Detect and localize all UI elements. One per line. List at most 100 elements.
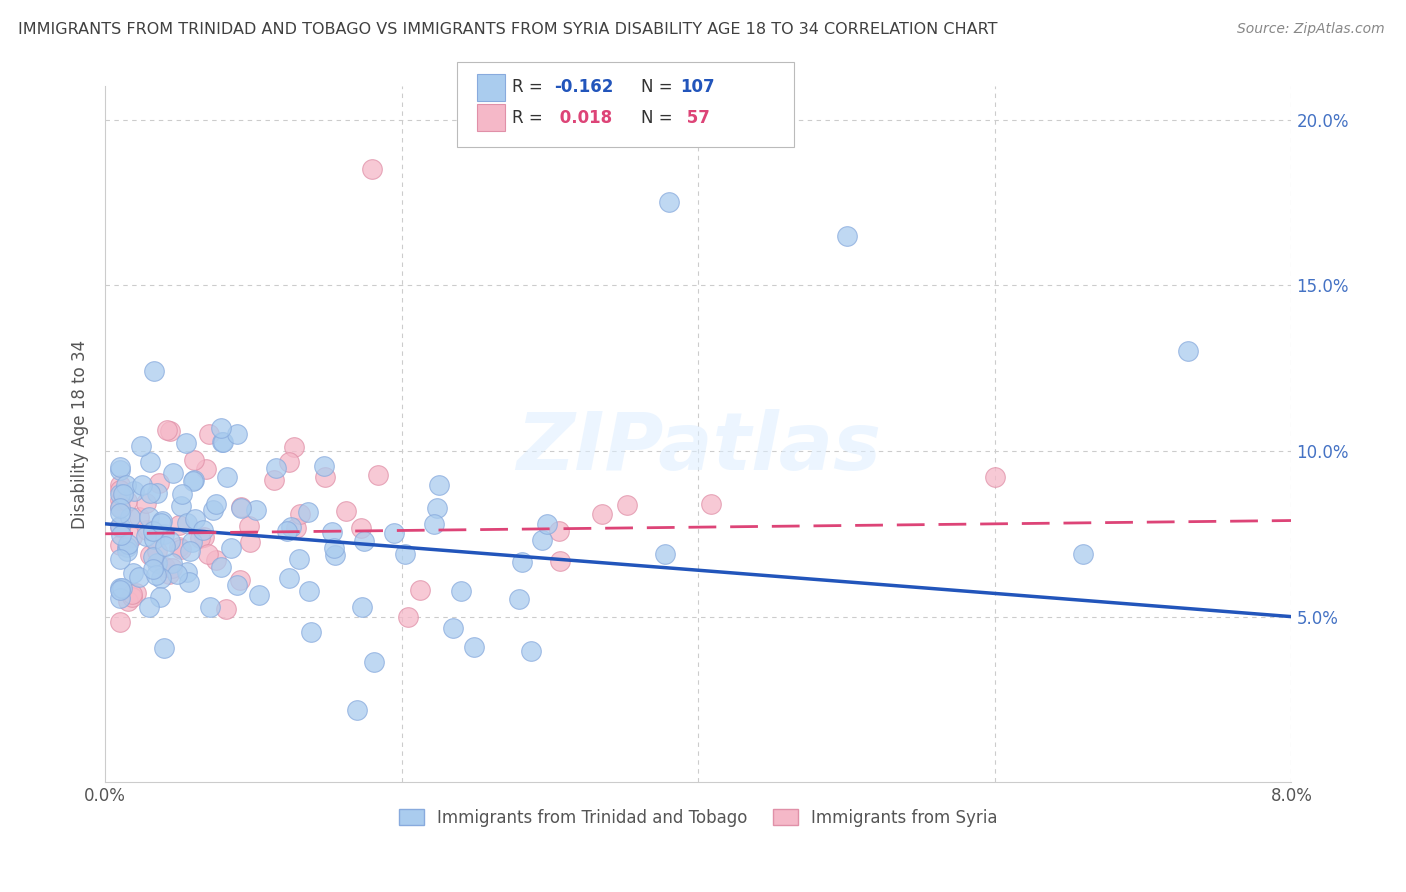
Point bbox=[191, 524, 214, 538]
Point bbox=[277, 571, 299, 585]
Point bbox=[121, 587, 143, 601]
Point bbox=[363, 655, 385, 669]
Point bbox=[108, 615, 131, 629]
Point bbox=[284, 521, 307, 535]
Point bbox=[148, 476, 170, 491]
Point bbox=[139, 455, 162, 469]
Point bbox=[548, 524, 571, 539]
Point bbox=[131, 477, 153, 491]
Point bbox=[188, 531, 211, 545]
Point bbox=[217, 469, 239, 483]
Point bbox=[159, 533, 181, 548]
Point bbox=[263, 474, 285, 488]
Point bbox=[205, 497, 228, 511]
Point bbox=[183, 473, 205, 487]
Point bbox=[283, 440, 305, 454]
Point bbox=[441, 621, 464, 635]
Text: R =: R = bbox=[512, 109, 548, 127]
Point bbox=[209, 421, 232, 435]
Point bbox=[146, 544, 169, 558]
Point bbox=[205, 553, 228, 567]
Point bbox=[290, 507, 312, 521]
Point bbox=[108, 591, 131, 605]
Point bbox=[335, 504, 357, 518]
Point bbox=[149, 516, 172, 531]
Point bbox=[117, 594, 139, 608]
Point bbox=[114, 478, 136, 492]
Point bbox=[367, 467, 389, 482]
Point bbox=[145, 556, 167, 570]
Point bbox=[181, 474, 204, 488]
Point bbox=[176, 566, 198, 580]
Text: 107: 107 bbox=[681, 78, 716, 96]
Text: -0.162: -0.162 bbox=[554, 78, 613, 96]
Point bbox=[108, 582, 131, 597]
Point bbox=[835, 228, 858, 243]
Point bbox=[280, 520, 302, 534]
Point bbox=[108, 552, 131, 566]
Point bbox=[422, 517, 444, 532]
Y-axis label: Disability Age 18 to 34: Disability Age 18 to 34 bbox=[72, 340, 89, 529]
Point bbox=[510, 555, 533, 569]
Point bbox=[145, 568, 167, 582]
Point bbox=[658, 195, 681, 210]
Point bbox=[179, 544, 201, 558]
Text: N =: N = bbox=[641, 109, 678, 127]
Point bbox=[183, 453, 205, 467]
Point bbox=[195, 462, 218, 476]
Point bbox=[1071, 547, 1094, 561]
Point bbox=[228, 573, 250, 587]
Point bbox=[159, 424, 181, 438]
Point bbox=[142, 561, 165, 575]
Point bbox=[700, 497, 723, 511]
Point bbox=[111, 582, 134, 596]
Point bbox=[108, 501, 131, 516]
Point bbox=[361, 162, 384, 177]
Point bbox=[427, 478, 450, 492]
Point bbox=[984, 470, 1007, 484]
Point bbox=[129, 439, 152, 453]
Point bbox=[143, 364, 166, 378]
Point bbox=[181, 534, 204, 549]
Point bbox=[162, 466, 184, 480]
Point bbox=[201, 502, 224, 516]
Point bbox=[321, 524, 343, 539]
Point bbox=[508, 591, 530, 606]
Point bbox=[167, 518, 190, 533]
Point bbox=[122, 483, 145, 498]
Point bbox=[353, 534, 375, 549]
Point bbox=[128, 570, 150, 584]
Point bbox=[111, 487, 134, 501]
Point bbox=[591, 507, 613, 521]
Text: N =: N = bbox=[641, 78, 678, 96]
Point bbox=[157, 566, 180, 581]
Point bbox=[153, 539, 176, 553]
Legend: Immigrants from Trinidad and Tobago, Immigrants from Syria: Immigrants from Trinidad and Tobago, Imm… bbox=[392, 802, 1004, 833]
Point bbox=[108, 518, 131, 533]
Point bbox=[229, 500, 252, 515]
Point bbox=[225, 578, 247, 592]
Point bbox=[396, 609, 419, 624]
Point bbox=[142, 524, 165, 539]
Point bbox=[450, 584, 472, 599]
Point bbox=[108, 581, 131, 595]
Point bbox=[138, 599, 160, 614]
Point bbox=[128, 510, 150, 524]
Point bbox=[115, 544, 138, 558]
Point bbox=[143, 533, 166, 547]
Point bbox=[314, 469, 336, 483]
Point bbox=[409, 582, 432, 597]
Point bbox=[238, 519, 260, 533]
Point bbox=[536, 517, 558, 532]
Point bbox=[323, 541, 346, 555]
Text: ZIPatlas: ZIPatlas bbox=[516, 409, 880, 487]
Point bbox=[170, 541, 193, 556]
Point bbox=[121, 566, 143, 580]
Point bbox=[135, 496, 157, 510]
Point bbox=[146, 486, 169, 500]
Point bbox=[118, 510, 141, 524]
Text: Source: ZipAtlas.com: Source: ZipAtlas.com bbox=[1237, 22, 1385, 37]
Point bbox=[184, 512, 207, 526]
Point bbox=[139, 549, 162, 563]
Point bbox=[426, 500, 449, 515]
